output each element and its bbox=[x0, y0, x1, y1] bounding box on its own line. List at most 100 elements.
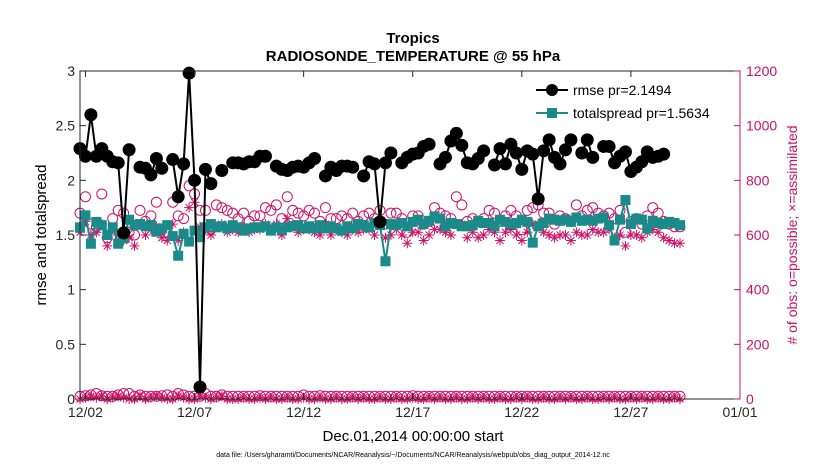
totalspread-point bbox=[287, 221, 298, 232]
possible-obs-point bbox=[429, 202, 441, 214]
assimilated-obs-point bbox=[435, 224, 445, 235]
totalspread-point bbox=[424, 215, 435, 226]
assimilated-obs-low-point bbox=[511, 392, 522, 403]
assimilated-obs-point bbox=[538, 227, 549, 238]
assimilated-obs-point bbox=[593, 227, 604, 238]
rmse-point bbox=[488, 158, 502, 172]
chart-subtitle: RADIOSONDE_TEMPERATURE @ 55 hPa bbox=[266, 48, 561, 65]
totalspread-point bbox=[260, 221, 271, 232]
assimilated-obs-low-point bbox=[282, 392, 293, 403]
totalspread-point bbox=[91, 216, 102, 227]
possible-obs-point bbox=[298, 210, 310, 222]
totalspread-point bbox=[80, 210, 91, 221]
totalspread-point bbox=[271, 222, 282, 233]
possible-obs-point bbox=[249, 210, 261, 222]
assimilated-obs-point bbox=[124, 232, 135, 243]
assimilated-obs-point bbox=[587, 224, 598, 235]
assimilated-obs-low-point bbox=[565, 392, 576, 403]
totalspread-point bbox=[195, 232, 205, 243]
y-right-tick-label: 600 bbox=[746, 227, 770, 243]
totalspread-point bbox=[522, 216, 533, 227]
rmse-point bbox=[493, 142, 507, 156]
assimilated-obs-point bbox=[462, 232, 473, 243]
assimilated-obs-low-point bbox=[467, 392, 478, 403]
possible-obs-point bbox=[281, 191, 293, 203]
totalspread-point bbox=[467, 220, 478, 231]
y-left-tick-label: 2.5 bbox=[56, 118, 76, 134]
assimilated-obs-point bbox=[424, 230, 435, 240]
totalspread-point bbox=[107, 222, 118, 233]
assimilated-obs-point bbox=[385, 230, 396, 240]
assimilated-obs-point bbox=[91, 227, 102, 238]
legend-spread-marker bbox=[547, 108, 557, 118]
totalspread-point bbox=[189, 225, 200, 236]
assimilated-obs-point bbox=[282, 213, 293, 224]
totalspread-point bbox=[625, 219, 636, 230]
totalspread-point bbox=[473, 215, 484, 226]
rmse-point bbox=[149, 151, 163, 165]
assimilated-obs-low-point bbox=[156, 392, 167, 403]
assimilated-obs-low-point bbox=[358, 392, 369, 403]
assimilated-obs-point bbox=[544, 230, 555, 240]
totalspread-point bbox=[669, 217, 680, 228]
totalspread-point bbox=[298, 223, 309, 234]
y-right-tick-label: 800 bbox=[746, 172, 770, 188]
possible-obs-point bbox=[489, 207, 501, 219]
assimilated-obs-low-point bbox=[582, 392, 593, 403]
assimilated-obs-low-point bbox=[522, 392, 533, 403]
totalspread-point bbox=[407, 216, 418, 227]
possible-obs-point bbox=[150, 196, 162, 208]
totalspread-point bbox=[135, 219, 145, 230]
possible-obs-point bbox=[456, 199, 468, 211]
rmse-point bbox=[378, 156, 392, 170]
totalspread-point bbox=[609, 235, 620, 246]
assimilated-obs-point bbox=[484, 224, 495, 235]
totalspread-point bbox=[211, 222, 222, 233]
chart-title: Tropics bbox=[386, 30, 439, 47]
totalspread-point bbox=[544, 213, 555, 224]
assimilated-obs-point bbox=[489, 227, 500, 238]
possible-obs-point bbox=[172, 210, 184, 222]
rmse-point bbox=[368, 157, 382, 171]
totalspread-point bbox=[429, 211, 440, 222]
possible-obs-point bbox=[587, 202, 599, 214]
possible-obs-point bbox=[210, 199, 222, 211]
legend: rmse pr=2.1494 totalspread pr=1.5634 bbox=[531, 78, 737, 124]
rmse-point bbox=[531, 192, 545, 206]
totalspread-point bbox=[505, 219, 516, 230]
assimilated-obs-low-point bbox=[195, 391, 205, 402]
rmse-point bbox=[78, 149, 92, 163]
assimilated-obs-point bbox=[555, 230, 565, 240]
totalspread-point bbox=[85, 238, 96, 249]
totalspread-point bbox=[435, 213, 445, 224]
assimilated-obs-point bbox=[162, 235, 173, 246]
totalspread-point bbox=[178, 228, 189, 239]
y-left-tick-label: 0 bbox=[67, 391, 75, 407]
totalspread-point bbox=[413, 214, 424, 225]
rmse-point bbox=[509, 146, 523, 160]
totalspread-point bbox=[145, 220, 156, 231]
possible-obs-point bbox=[385, 207, 397, 219]
assimilated-obs-point bbox=[647, 224, 658, 235]
y-axis-left-label: rmse and totalspread bbox=[33, 165, 50, 306]
possible-obs-point bbox=[221, 204, 233, 216]
assimilated-obs-point bbox=[505, 224, 516, 235]
totalspread-point bbox=[347, 223, 358, 234]
rmse-point bbox=[215, 163, 229, 177]
totalspread-point bbox=[653, 217, 664, 228]
totalspread-point bbox=[565, 216, 576, 227]
totalspread-point bbox=[440, 221, 451, 232]
possible-obs-point bbox=[647, 202, 659, 214]
assimilated-obs-point bbox=[582, 230, 593, 240]
possible-obs-point bbox=[265, 204, 277, 216]
totalspread-point bbox=[489, 221, 500, 232]
totalspread-point bbox=[265, 225, 276, 236]
assimilated-obs-low-point bbox=[238, 392, 249, 403]
possible-obs-point bbox=[134, 204, 146, 216]
x-tick-label: 12/17 bbox=[395, 404, 430, 420]
possible-obs-point bbox=[363, 207, 375, 219]
assimilated-obs-point bbox=[342, 230, 353, 240]
assimilated-obs-point bbox=[429, 224, 440, 235]
rmse-point bbox=[618, 145, 632, 159]
